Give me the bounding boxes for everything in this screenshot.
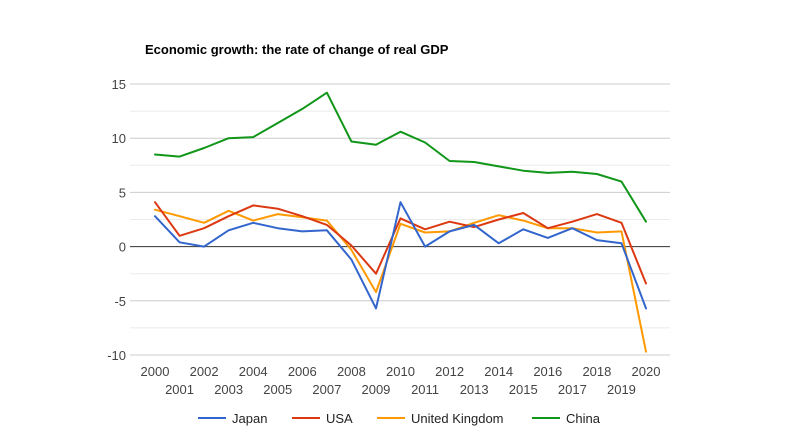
x-tick-label: 2018 [582, 364, 611, 379]
series-line-japan [154, 201, 647, 310]
x-tick-label: 2016 [533, 364, 562, 379]
legend-item-china[interactable]: China [532, 411, 601, 426]
x-tick-label: 2003 [214, 382, 243, 397]
x-tick-label: 2013 [460, 382, 489, 397]
x-tick-label: 2008 [337, 364, 366, 379]
x-tick-label: 2019 [607, 382, 636, 397]
y-tick-label: -10 [107, 348, 126, 363]
x-axis-tick-labels: 2000 2001 2002 2003 2004 2005 2006 2007 2008 2009… [141, 364, 661, 397]
x-tick-label: 2001 [165, 382, 194, 397]
legend-label: United Kingdom [411, 411, 504, 426]
x-tick-label: 2015 [509, 382, 538, 397]
series-line-china [154, 91, 647, 223]
x-tick-label: 2007 [312, 382, 341, 397]
x-tick-label: 2011 [411, 382, 439, 397]
series-lines [154, 91, 647, 353]
y-tick-label: 10 [112, 131, 126, 146]
y-tick-label: 0 [119, 240, 126, 255]
y-tick-label: -5 [114, 294, 126, 309]
x-tick-label: 2012 [435, 364, 464, 379]
legend-item-japan[interactable]: Japan [198, 411, 267, 426]
x-tick-label: 2005 [263, 382, 292, 397]
legend-item-usa[interactable]: USA [292, 411, 353, 426]
y-tick-label: 15 [112, 77, 126, 92]
x-tick-label: 2006 [288, 364, 317, 379]
legend: Japan USA United Kingdom China [198, 411, 601, 426]
series-line-usa [154, 201, 647, 285]
x-tick-label: 2000 [141, 364, 170, 379]
x-tick-label: 2009 [361, 382, 390, 397]
x-tick-label: 2004 [239, 364, 268, 379]
x-tick-label: 2020 [632, 364, 661, 379]
legend-label: Japan [232, 411, 267, 426]
x-tick-label: 2010 [386, 364, 415, 379]
series-line-united-kingdom [154, 208, 647, 353]
x-tick-label: 2017 [558, 382, 587, 397]
legend-label: China [566, 411, 601, 426]
y-axis-tick-labels: -10 -5 0 5 10 15 [107, 77, 126, 363]
x-tick-label: 2002 [190, 364, 219, 379]
y-tick-label: 5 [119, 185, 126, 200]
legend-label: USA [326, 411, 353, 426]
x-tick-label: 2014 [484, 364, 513, 379]
legend-item-united-kingdom[interactable]: United Kingdom [377, 411, 504, 426]
chart-title: Economic growth: the rate of change of r… [145, 42, 449, 57]
